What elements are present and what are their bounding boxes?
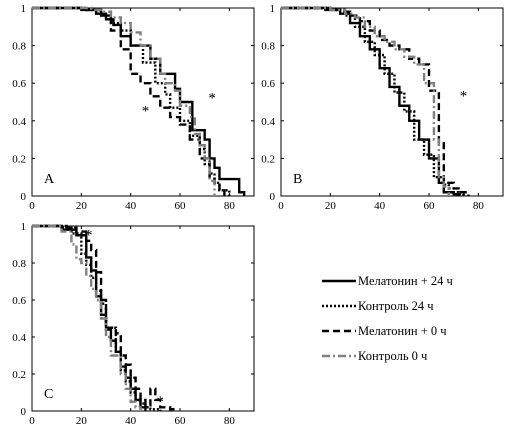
series-line-1: [32, 224, 147, 411]
chart-panel-c: 0 20 40 60 80 0 0.2 0.4 0.6 0.8 1 * * C: [12, 221, 255, 427]
series-line-2: [32, 6, 231, 196]
series-line-2: [281, 6, 465, 196]
x-tick-label: 20: [76, 200, 88, 212]
x-tick-label: 60: [175, 415, 187, 427]
legend-label-2: Контроль 24 ч: [358, 299, 434, 313]
significance-star: *: [208, 90, 216, 106]
y-tick-label: 0.6: [261, 78, 275, 90]
x-tick-label: 0: [29, 415, 35, 427]
x-tick-label: 80: [224, 200, 236, 212]
series-line-1: [32, 6, 246, 196]
chart-panel-a: 0 20 40 60 80 0 0.2 0.4 0.6 0.8 1 * * A: [12, 3, 255, 212]
series-line-4: [32, 6, 216, 196]
legend-label-3: Мелатонин + 0 ч: [358, 324, 447, 338]
x-tick-label: 20: [325, 200, 337, 212]
x-tick-label: 20: [76, 415, 88, 427]
significance-star: *: [142, 104, 150, 120]
series-line-3: [32, 224, 177, 411]
x-tick-label: 60: [175, 200, 187, 212]
x-tick-label: 80: [473, 200, 485, 212]
y-tick-label: 0.2: [261, 153, 275, 165]
x-tick-label: 0: [278, 200, 284, 212]
y-tick-label: 0.2: [12, 153, 26, 165]
panel-label: A: [44, 172, 55, 187]
y-tick-label: 0.4: [261, 116, 275, 128]
y-tick-label: 1: [21, 3, 27, 15]
y-tick-label: 0.6: [12, 78, 26, 90]
y-tick-label: 0: [21, 406, 27, 418]
significance-star: *: [460, 88, 468, 104]
y-tick-label: 0.4: [12, 332, 26, 344]
plot-frame: [31, 225, 255, 412]
y-tick-label: 0: [21, 191, 27, 203]
significance-star: *: [157, 394, 165, 410]
y-tick-label: 0.8: [12, 41, 26, 53]
x-tick-label: 40: [125, 200, 137, 212]
series-line-3: [32, 6, 226, 196]
series-line-3: [281, 6, 470, 196]
y-tick-label: 0.8: [261, 41, 275, 53]
x-tick-label: 0: [29, 200, 35, 212]
legend: Мелатонин + 24 ч Контроль 24 ч Мелатонин +…: [322, 274, 453, 363]
y-tick-label: 0.4: [12, 116, 26, 128]
y-tick-label: 1: [270, 3, 276, 15]
legend-label-4: Контроль 0 ч: [358, 349, 427, 363]
x-tick-label: 40: [374, 200, 386, 212]
panel-label: C: [44, 387, 53, 402]
series-line-1: [281, 6, 460, 196]
significance-star: *: [85, 227, 93, 243]
y-tick-label: 0: [270, 191, 276, 203]
x-tick-label: 40: [125, 415, 137, 427]
legend-label-1: Мелатонин + 24 ч: [358, 274, 453, 288]
x-tick-label: 80: [224, 415, 236, 427]
series-line-2: [32, 224, 162, 411]
plot-frame: [31, 7, 255, 197]
y-tick-label: 0.2: [12, 369, 26, 381]
chart-panel-b: 0 20 40 60 80 0 0.2 0.4 0.6 0.8 1 * B: [261, 3, 504, 212]
y-tick-label: 1: [21, 221, 27, 233]
series-line-4: [32, 224, 142, 411]
series-line-4: [281, 6, 450, 196]
y-tick-label: 0.8: [12, 258, 26, 270]
plot-frame: [280, 7, 504, 197]
y-tick-label: 0.6: [12, 295, 26, 307]
panel-label: B: [293, 172, 302, 187]
x-tick-label: 60: [424, 200, 436, 212]
